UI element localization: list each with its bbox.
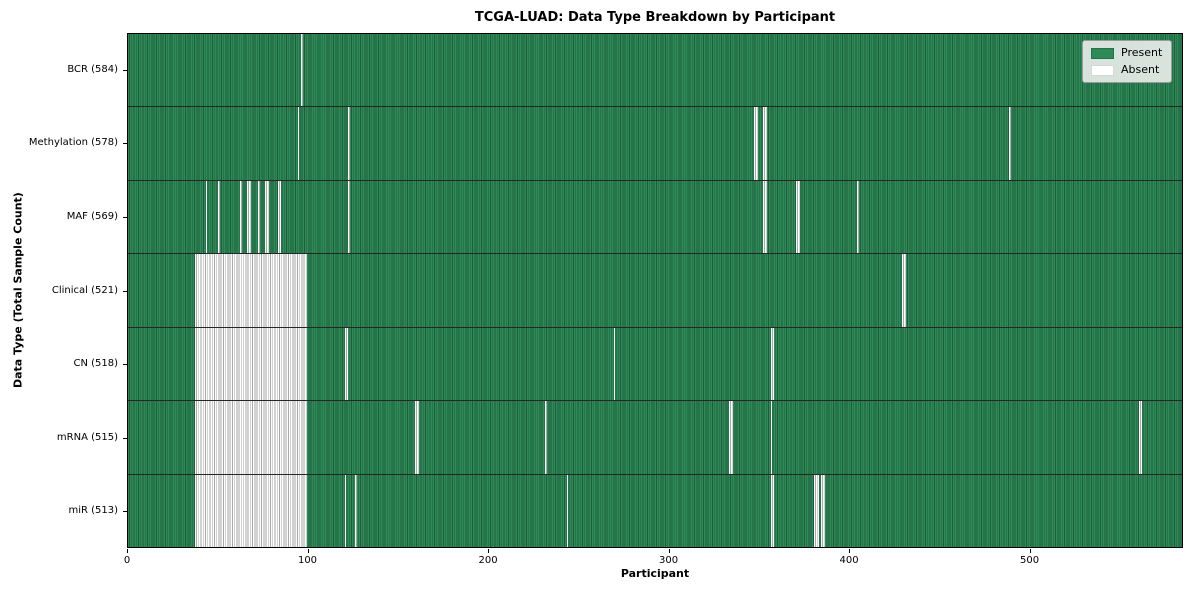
absent-segment [277, 180, 282, 254]
x-tick-label-300: 300 [658, 555, 679, 566]
legend-item-present: Present [1091, 47, 1162, 59]
absent-segment [821, 474, 825, 547]
absent-segment [729, 401, 733, 474]
absent-segment [194, 254, 307, 327]
x-tick-mark [1029, 549, 1031, 553]
absent-segment [1008, 107, 1011, 180]
y-tick-label-mrna: mRNA (515) [56, 431, 118, 443]
absent-segment [770, 474, 775, 547]
absent-segment [218, 180, 221, 254]
absent-segment [415, 401, 419, 474]
heatmap-row-methylation [128, 106, 1182, 180]
absent-segment [257, 180, 260, 254]
y-tick-mark [123, 216, 127, 218]
x-tick-mark [307, 549, 309, 553]
absent-segment [348, 180, 351, 254]
absent-segment [355, 474, 358, 547]
y-tick-label-cn: CN (518) [73, 358, 118, 370]
absent-segment [344, 327, 349, 401]
absent-segment [813, 474, 820, 547]
y-tick-label-mir: miR (513) [68, 505, 118, 517]
absent-segment [795, 180, 800, 254]
legend-label-absent: Absent [1121, 63, 1160, 76]
heatmap-row-clinical [128, 253, 1182, 327]
x-tick-mark [668, 549, 670, 553]
absent-segment [770, 327, 775, 401]
absent-segment [544, 401, 547, 474]
y-tick-mark [123, 437, 127, 439]
heatmap-row-cn [128, 326, 1182, 401]
absent-segment [348, 107, 351, 180]
absent-segment [239, 180, 242, 254]
y-tick-mark [123, 69, 127, 71]
absent-segment [754, 107, 758, 180]
plot-area [127, 33, 1183, 548]
absent-segment [247, 180, 251, 254]
absent-segment [1138, 401, 1143, 474]
absent-segment [194, 327, 307, 401]
chart-title: TCGA-LUAD: Data Type Breakdown by Partic… [474, 10, 836, 25]
absent-segment [770, 401, 773, 474]
y-tick-mark [123, 143, 127, 145]
absent-segment [205, 180, 208, 254]
x-tick-mark [488, 549, 490, 553]
absent-segment [857, 180, 860, 254]
x-tick-label-400: 400 [839, 555, 859, 566]
x-tick-label-200: 200 [478, 555, 498, 566]
heatmap-row-mrna [128, 400, 1182, 474]
legend: Present Absent [1082, 40, 1173, 83]
absent-segment [613, 327, 616, 401]
absent-segment [194, 474, 307, 547]
y-tick-label-bcr: BCR (584) [67, 63, 118, 75]
y-tick-mark [123, 364, 127, 366]
y-tick-mark [123, 290, 127, 292]
x-tick-mark [127, 549, 128, 553]
y-tick-label-clinical: Clinical (521) [51, 284, 118, 296]
absent-segment [301, 34, 304, 107]
absent-segment [194, 401, 307, 474]
heatmap-row-bcr [128, 34, 1182, 107]
x-tick-label-500: 500 [1020, 555, 1040, 566]
x-tick-label-0: 0 [123, 555, 131, 566]
heatmap-row-mir [128, 473, 1182, 547]
absent-segment [902, 254, 906, 327]
y-tick-label-maf: MAF (569) [66, 210, 118, 222]
x-axis-label: Participant [620, 567, 690, 580]
absent-segment [763, 107, 767, 180]
absent-segment [344, 474, 347, 547]
heatmap-row-maf [128, 179, 1182, 254]
legend-label-present: Present [1121, 46, 1163, 59]
absent-swatch-icon [1091, 64, 1114, 76]
y-tick-label-methylation: Methylation (578) [28, 137, 118, 149]
legend-item-absent: Absent [1091, 64, 1162, 76]
absent-segment [265, 180, 269, 254]
present-swatch-icon [1091, 47, 1114, 59]
x-tick-label-100: 100 [297, 555, 318, 566]
absent-segment [566, 474, 569, 547]
absent-segment [763, 180, 767, 254]
y-tick-mark [123, 511, 127, 513]
x-tick-mark [849, 549, 851, 553]
absent-segment [297, 107, 300, 180]
